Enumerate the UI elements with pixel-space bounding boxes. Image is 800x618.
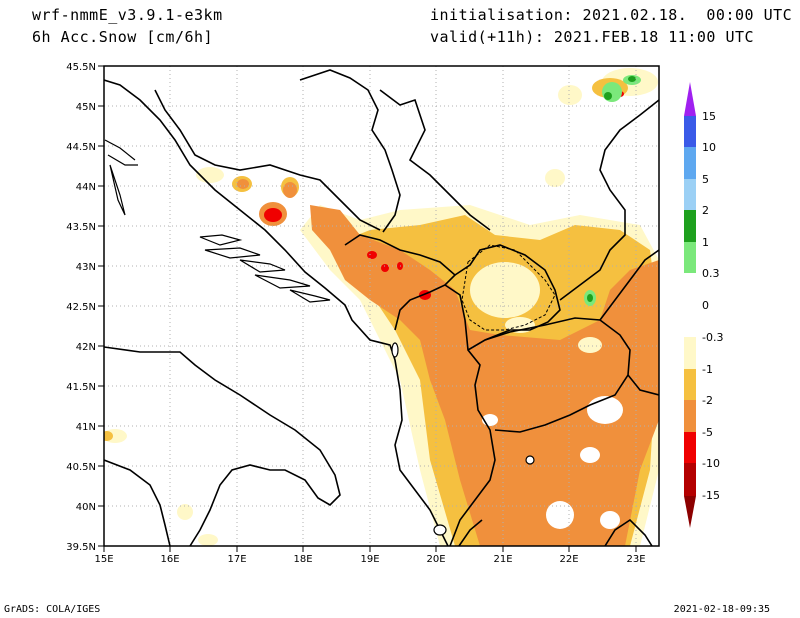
legend-swatch: [684, 400, 696, 432]
lat-label: 39.5N: [66, 542, 96, 553]
legend-bottom-arrow: [684, 496, 696, 528]
legend-swatch: [684, 179, 696, 210]
legend-top-arrow: [684, 82, 696, 116]
lon-label: 15E: [94, 554, 113, 565]
lat-label: 42N: [76, 342, 96, 353]
legend-swatch: [684, 369, 696, 400]
snow-field: [104, 66, 659, 546]
legend-label: 2: [702, 204, 709, 217]
lat-label: 43.5N: [66, 222, 96, 233]
legend-swatch: [684, 147, 696, 179]
lon-label: 16E: [160, 554, 179, 565]
legend-label: -2: [702, 394, 713, 407]
legend-label: 0: [702, 299, 709, 312]
lat-label: 45N: [76, 102, 96, 113]
legend-label: -10: [702, 457, 720, 470]
lat-label: 44.5N: [66, 142, 96, 153]
lon-label: 23E: [626, 554, 645, 565]
legend-swatch: [684, 116, 696, 147]
lon-label: 17E: [227, 554, 246, 565]
legend-label: 1: [702, 236, 709, 249]
legend-label: 15: [702, 110, 716, 123]
legend-label: -5: [702, 426, 713, 439]
lat-label: 43N: [76, 262, 96, 273]
lat-label: 41N: [76, 422, 96, 433]
valid-time: valid(+11h): 2021.FEB.18 11:00 UTC: [430, 28, 755, 46]
lat-label: 40.5N: [66, 462, 96, 473]
legend-swatch: [684, 242, 696, 273]
credit-text: GrADS: COLA/IGES: [4, 604, 101, 615]
coastline-borders: [104, 69, 659, 546]
lon-label: 22E: [559, 554, 578, 565]
lat-label: 41.5N: [66, 382, 96, 393]
axis-ticks: [98, 65, 637, 552]
model-title: wrf-nmmE_v3.9.1-e3km: [32, 6, 223, 24]
lon-labels: 15E 16E 17E 18E 19E 20E 21E 22E 23E: [94, 554, 645, 565]
lon-label: 20E: [426, 554, 445, 565]
legend-label: 0.3: [702, 267, 720, 280]
legend-labels: 15 10 5 2 1 0.3 0 -0.3 -1 -2 -5 -10 -15: [702, 110, 723, 502]
legend-label: -15: [702, 489, 720, 502]
lat-labels: 45.5N 45N 44.5N 44N 43.5N 43N 42.5N 42N …: [66, 62, 96, 553]
lat-label: 44N: [76, 182, 96, 193]
legend-label: -1: [702, 363, 713, 376]
legend-label: -0.3: [702, 331, 723, 344]
legend-swatch: [684, 432, 696, 463]
legend-label: 5: [702, 173, 709, 186]
timestamp-text: 2021-02-18-09:35: [673, 604, 770, 615]
grid-lines: [104, 66, 659, 546]
init-time: initialisation: 2021.02.18. 00:00 UTC: [430, 6, 793, 24]
legend-swatch: [684, 463, 696, 496]
lat-label: 42.5N: [66, 302, 96, 313]
legend-colorbar: [684, 82, 696, 528]
legend-swatch: [684, 273, 696, 337]
lat-label: 40N: [76, 502, 96, 513]
islands: [104, 139, 331, 303]
field-title: 6h Acc.Snow [cm/6h]: [32, 28, 214, 46]
lon-label: 18E: [293, 554, 312, 565]
legend-label: 10: [702, 141, 716, 154]
lon-label: 21E: [493, 554, 512, 565]
legend-swatch: [684, 337, 696, 369]
lon-label: 19E: [360, 554, 379, 565]
lat-label: 45.5N: [66, 62, 96, 73]
legend-swatch: [684, 210, 696, 242]
lakes: [391, 342, 535, 536]
